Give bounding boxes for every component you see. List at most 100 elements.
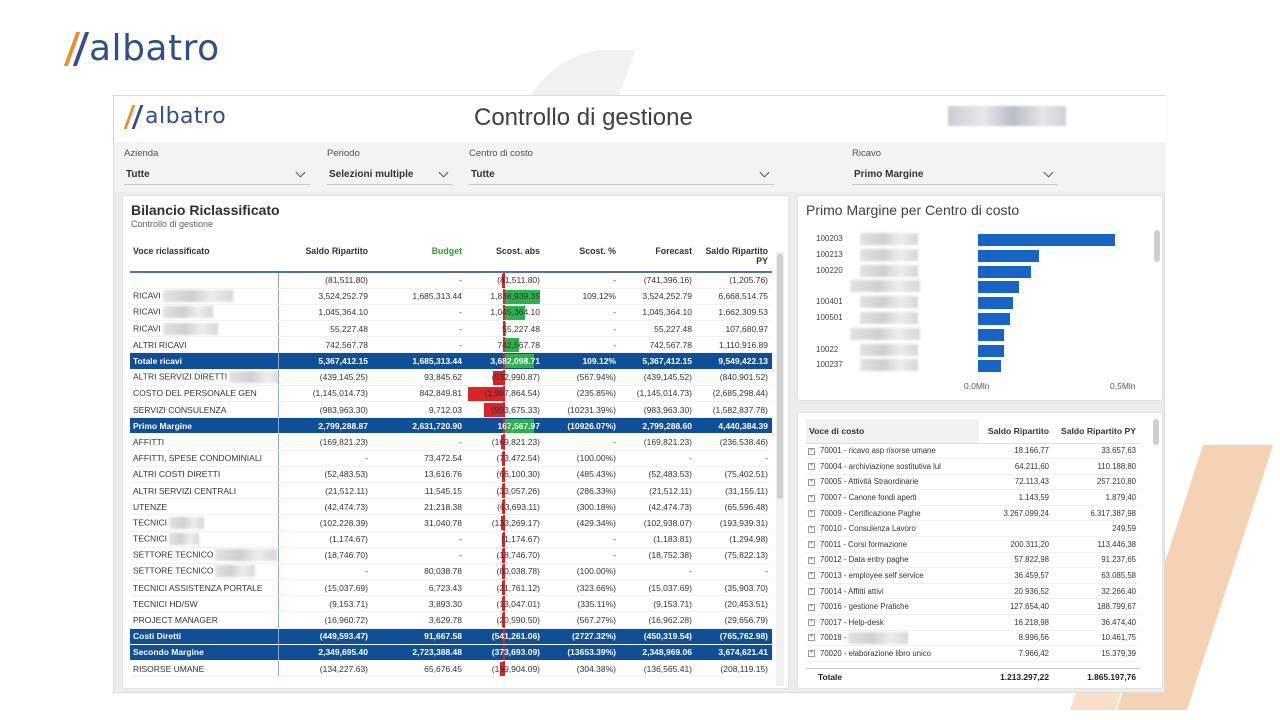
expand-icon[interactable]: + — [808, 478, 815, 486]
column-header[interactable]: Scost. abs — [495, 246, 540, 256]
chart-bar[interactable] — [978, 281, 1019, 294]
table-row[interactable]: +70001 - ricavo asp risorse umane 18.166,… — [806, 443, 1140, 460]
filter-dropdown-ricavo[interactable]: Primo Margine — [852, 165, 1058, 185]
chart-scrollbar[interactable] — [1153, 230, 1161, 380]
column-header[interactable]: Saldo Ripartito — [305, 246, 368, 256]
table-row[interactable]: ALTRI RICAVI 742,567.78-742,567.78-742,56… — [130, 336, 772, 354]
cell-saldo-py: 36.474,40 — [1053, 614, 1140, 631]
chart-bar[interactable] — [978, 234, 1116, 246]
table-row[interactable]: ALTRI SERVIZI CENTRALI (21,512.11) 11,545.… — [130, 482, 772, 500]
table-row[interactable]: AFFITTI, SPESE CONDOMINIALI -73,472.54 (73… — [130, 450, 772, 467]
filter-dropdown-azienda[interactable]: Tutte — [124, 165, 310, 185]
expand-icon[interactable]: + — [808, 447, 815, 455]
table-row[interactable]: TECNICI (1,174.67) - (1,174.67) - (1,183.81)(… — [130, 531, 772, 548]
table-row[interactable]: +70005 - Attività Straordinarie 72.113,43… — [806, 474, 1140, 491]
table-row[interactable]: Primo Margine 2,799,288.87 2,631,720.90 167… — [130, 417, 772, 435]
chevron-down-icon — [759, 167, 770, 178]
cell-scost-pct: - — [544, 272, 620, 289]
expand-icon[interactable]: + — [808, 541, 815, 549]
cell-scost-abs: 167,567.97 — [466, 417, 544, 435]
table-row[interactable]: COSTO DEL PERSONALE GEN (1,145,014.73) 842… — [130, 385, 772, 403]
table-row[interactable]: RICAVI 3,524,252.79 1,685,313.44 1,838,939.… — [130, 288, 772, 305]
table-row[interactable]: ALTRI COSTI DIRETTI (52,483.53) 13,616.76(… — [130, 466, 772, 483]
table-row[interactable]: +70012 - Data entry paghe 57.822,98 91.237… — [806, 552, 1140, 569]
chart-bar[interactable] — [978, 313, 1011, 325]
column-header[interactable]: Saldo Ripartito PY — [1053, 419, 1140, 444]
table-row[interactable]: +70017 - Help-desk 16.218,98 36.474,40 — [806, 614, 1140, 631]
table-row[interactable]: ALTRI SERVIZI DIRETTI (439,145.25) 93,845.… — [130, 369, 772, 386]
table-row[interactable]: RICAVI 55,227.48-55,227.48-55,227.48 107,6… — [130, 320, 772, 338]
variance-bar — [504, 354, 534, 369]
table-row[interactable]: +70018 -8.996,56 10.461,75 — [806, 630, 1140, 647]
table-row[interactable]: SETTORE TECNICO -80,038.78 (80,038.78) (100… — [130, 563, 772, 581]
chart-bar[interactable] — [978, 344, 1005, 357]
expand-icon[interactable]: + — [808, 525, 815, 533]
table-row[interactable]: +70014 - Affitti attivi 20.936,52 32.266,4… — [806, 583, 1140, 600]
total-saldo: 1.213.297,22 — [1000, 671, 1049, 682]
cell-saldo-py: (31,155.11) — [696, 482, 772, 500]
table-row[interactable]: SETTORE TECNICO (18,746.70) - (18,746.70) -(… — [130, 547, 772, 564]
table-row[interactable]: (81,511.80) - (81,511.80) - (741,396.16) (1,2… — [130, 272, 772, 289]
expand-icon[interactable]: + — [808, 572, 815, 580]
table-row[interactable]: Costi Diretti (449,593.47) 91,667.58 (541,2… — [130, 628, 772, 645]
cost-table-scrollbar[interactable] — [1152, 419, 1160, 669]
table-row[interactable]: TECNICI HD/SW (9,153.71) 3,893.30 (13,047.0… — [130, 595, 772, 613]
expand-icon[interactable]: + — [808, 463, 815, 471]
chart-bar[interactable] — [978, 265, 1031, 278]
filter-dropdown-centro-di-costo[interactable]: Tutte — [469, 165, 774, 185]
table-row[interactable]: TECNICI ASSISTENZA PORTALE (15,037.69) 6,7… — [130, 579, 772, 597]
cell-budget: 31,040.78 — [372, 514, 466, 532]
chart-bar[interactable] — [978, 328, 1005, 341]
table-row[interactable]: RISORSE UMANE (134,227.63) 65,676.45 (199,9… — [130, 660, 772, 678]
table-row[interactable]: +70011 - Corsi formazione 200.311,20 113.4… — [806, 536, 1140, 553]
table-row[interactable]: SERVIZI CONSULENZA (983,963.30) 9,712.03 (9… — [130, 401, 772, 419]
expand-icon[interactable]: + — [808, 650, 815, 658]
table-row[interactable]: +70010 - Consulenza Lavoro 249,59 — [806, 520, 1140, 538]
table-row[interactable]: +70016 - gestione Pratiche 127.654,40 188.… — [806, 598, 1140, 616]
cell-saldo-ripartito: (42,474.73) — [278, 498, 372, 516]
chart-bar[interactable] — [978, 249, 1040, 262]
scrollbar-thumb[interactable] — [1153, 419, 1159, 445]
column-header[interactable]: Voce riclassificato — [133, 246, 210, 256]
variance-zero-line — [503, 596, 505, 611]
table-row[interactable]: PROJECT MANAGER (16,960.72) 3,629.78 (20,59… — [130, 611, 772, 629]
chart-bar[interactable] — [978, 360, 1002, 373]
column-header[interactable]: Saldo Ripartito — [979, 419, 1053, 444]
expand-icon[interactable]: + — [808, 634, 815, 642]
scrollbar-thumb[interactable] — [1154, 230, 1160, 262]
table-row[interactable]: Secondo Margine 2,349,695.40 2,723,388.48 (… — [130, 644, 772, 662]
table-row[interactable]: TECNICI (102,228.39) 31,040.78 (133,269.17)… — [130, 514, 772, 532]
cell-budget: 11,545.15 — [372, 482, 466, 500]
column-header[interactable]: Scost. % — [579, 246, 616, 256]
table-row[interactable]: +70004 - archiviazione sostitutiva lul 64… — [806, 458, 1140, 475]
chart-bar[interactable] — [978, 297, 1014, 310]
table-row[interactable]: AFFITTI (169,821.23) - (169,821.23) - (169,82… — [130, 433, 772, 451]
cell-budget: 2,723,388.48 — [372, 644, 466, 662]
expand-icon[interactable]: + — [808, 494, 815, 502]
table-scrollbar[interactable] — [776, 252, 784, 686]
expand-icon[interactable]: + — [808, 510, 815, 518]
table-row[interactable]: +70020 - elaborazione libro unico 7.966,4… — [806, 645, 1140, 662]
table-row[interactable]: RICAVI 1,045,364.10-1,045,364.10-1,045,36… — [130, 304, 772, 322]
column-header[interactable]: Voce di costo — [806, 419, 979, 444]
expand-icon[interactable]: + — [808, 588, 815, 596]
table-row[interactable]: +70009 - Certificazione Paghe 3.267.099,2… — [806, 505, 1140, 522]
column-header[interactable]: Forecast — [655, 246, 692, 256]
cell-scost-abs: 55,227.48 — [466, 320, 544, 338]
table-row[interactable]: Totale ricavi 5,367,412.15 1,685,313.44 3,6… — [130, 352, 772, 370]
redacted-text — [169, 516, 204, 529]
expand-icon[interactable]: + — [808, 603, 815, 611]
expand-icon[interactable]: + — [808, 619, 815, 627]
expand-icon[interactable]: + — [808, 556, 815, 564]
filter-ricavo: Ricavo Primo Margine — [852, 142, 1058, 185]
row-label: +70020 - elaborazione libro unico — [806, 645, 979, 662]
table-row[interactable]: +70007 - Canone fondi aperti 1.143,59 1.87… — [806, 489, 1140, 506]
column-header[interactable]: Budget — [431, 246, 462, 256]
table-row[interactable]: +70013 - employee self service 36.459,57 6… — [806, 567, 1140, 584]
column-header[interactable]: Saldo Ripartito PY — [705, 246, 768, 266]
variance-bar — [501, 516, 504, 530]
table-row[interactable]: UTENZE (42,474.73) 21,218.38 (63,693.11) (30… — [130, 498, 772, 516]
filter-dropdown-periodo[interactable]: Selezioni multiple — [327, 165, 453, 185]
cell-saldo-py: (75,822.13) — [696, 547, 772, 564]
scrollbar-thumb[interactable] — [777, 254, 783, 499]
